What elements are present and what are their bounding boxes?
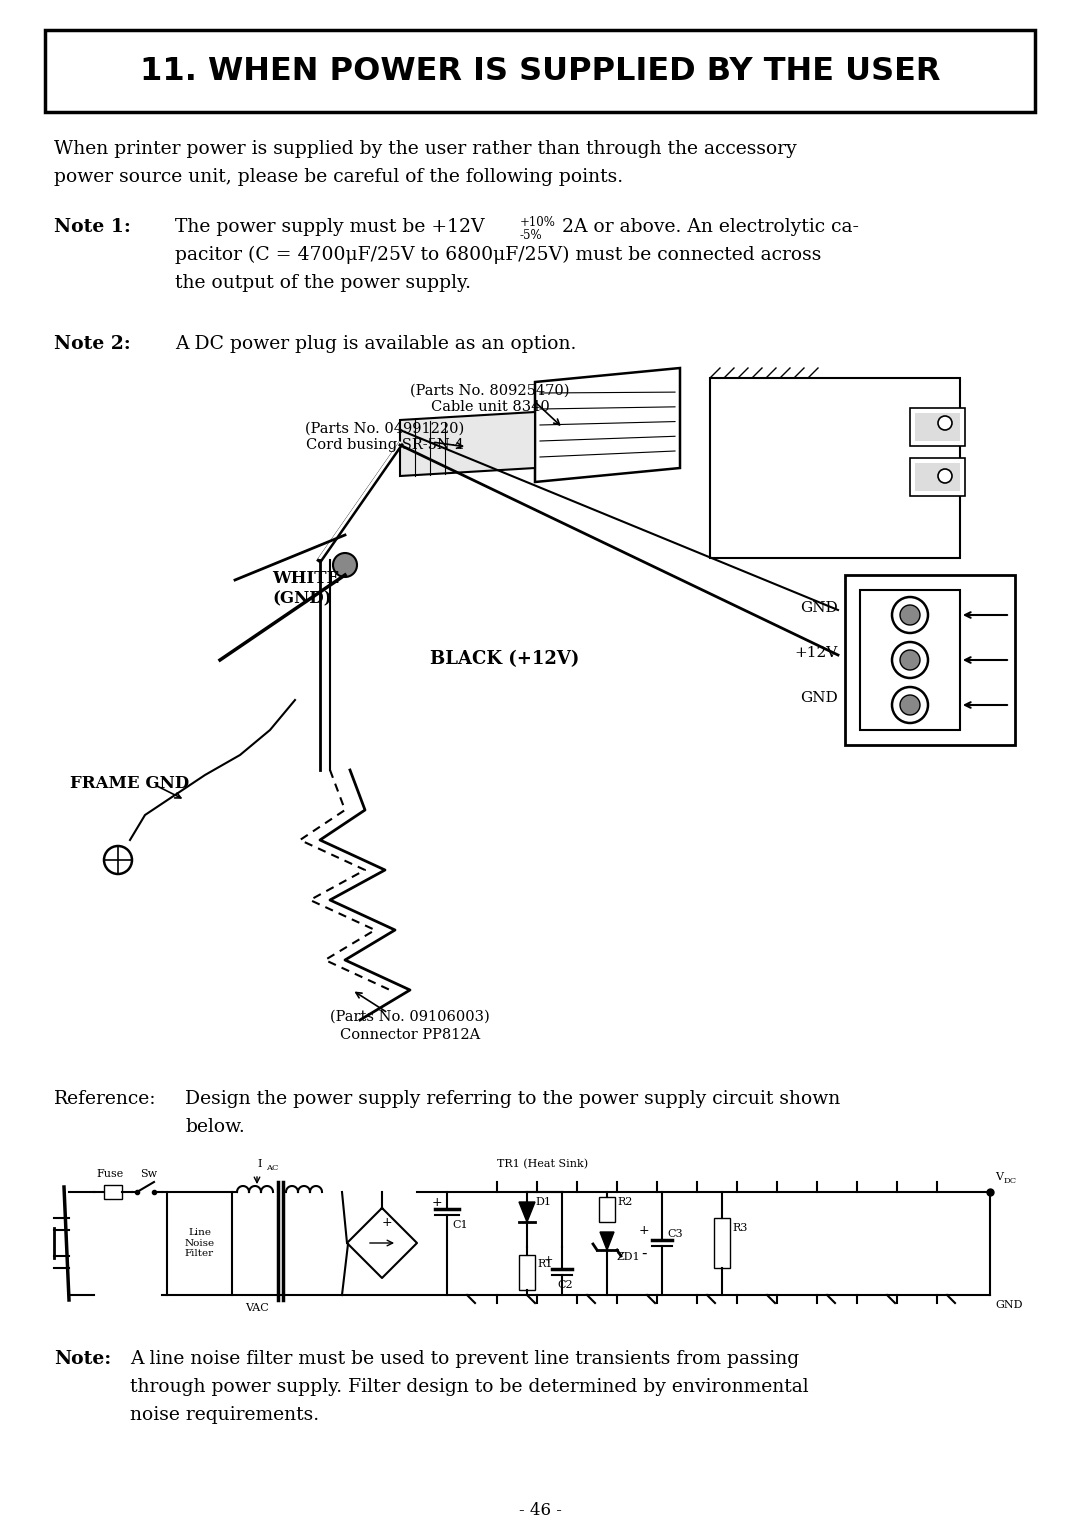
Text: (Parts No. 80925470): (Parts No. 80925470) [410, 384, 570, 398]
Text: -: - [642, 1246, 647, 1260]
Text: Line
Noise
Filter: Line Noise Filter [185, 1228, 215, 1258]
Text: C2: C2 [557, 1280, 572, 1290]
Text: D1: D1 [535, 1197, 551, 1206]
Text: (Parts No. 04991220): (Parts No. 04991220) [306, 422, 464, 436]
Text: C1: C1 [453, 1220, 468, 1229]
Text: TR1 (Heat Sink): TR1 (Heat Sink) [497, 1159, 589, 1170]
Bar [599, 1197, 615, 1222]
Text: Sw: Sw [140, 1170, 157, 1179]
Circle shape [900, 650, 920, 670]
Text: pacitor (C = 4700μF/25V to 6800μF/25V) must be connected across: pacitor (C = 4700μF/25V to 6800μF/25V) m… [175, 246, 822, 265]
Text: 11. WHEN POWER IS SUPPLIED BY THE USER: 11. WHEN POWER IS SUPPLIED BY THE USER [139, 55, 941, 87]
Circle shape [939, 469, 951, 483]
Text: through power supply. Filter design to be determined by environmental: through power supply. Filter design to b… [130, 1378, 809, 1396]
Text: the output of the power supply.: the output of the power supply. [175, 274, 471, 292]
Bar [910, 408, 966, 446]
Bar [910, 459, 966, 495]
Circle shape [892, 596, 928, 633]
Text: Note 2:: Note 2: [54, 335, 131, 353]
Text: C3: C3 [667, 1229, 683, 1238]
Text: Connector PP812A: Connector PP812A [340, 1027, 481, 1041]
Text: GND: GND [995, 1300, 1023, 1310]
Text: (Parts No. 09106003): (Parts No. 09106003) [330, 1011, 490, 1024]
Text: below.: below. [185, 1118, 245, 1136]
Circle shape [892, 642, 928, 677]
Polygon shape [519, 1202, 535, 1222]
Text: I: I [257, 1159, 261, 1170]
Circle shape [892, 687, 928, 723]
Text: The power supply must be +12V: The power supply must be +12V [175, 219, 485, 235]
Text: Note:: Note: [54, 1350, 111, 1368]
Text: AC: AC [266, 1164, 279, 1173]
Bar [915, 413, 960, 440]
Bar [845, 575, 1015, 745]
Text: FRAME GND: FRAME GND [70, 775, 189, 792]
Polygon shape [600, 1232, 615, 1251]
Bar [167, 1193, 232, 1295]
Text: ZD1: ZD1 [617, 1252, 640, 1261]
Text: R1: R1 [537, 1258, 552, 1269]
Text: R3: R3 [732, 1223, 747, 1232]
Text: GND: GND [800, 601, 838, 615]
Text: VAC: VAC [245, 1303, 269, 1313]
Text: - 46 -: - 46 - [518, 1501, 562, 1518]
Circle shape [104, 846, 132, 875]
Text: +: + [638, 1225, 649, 1237]
Text: Cord busing SR-5N-4: Cord busing SR-5N-4 [306, 437, 464, 453]
Text: noise requirements.: noise requirements. [130, 1407, 319, 1423]
Circle shape [900, 605, 920, 625]
Circle shape [900, 696, 920, 716]
Text: -5%: -5% [519, 229, 542, 242]
Text: Design the power supply referring to the power supply circuit shown: Design the power supply referring to the… [185, 1090, 840, 1109]
Text: V: V [995, 1173, 1003, 1182]
Text: +: + [431, 1196, 442, 1208]
Text: +: + [381, 1217, 392, 1229]
Bar [710, 378, 960, 558]
Text: DC: DC [1004, 1177, 1017, 1185]
Circle shape [939, 416, 951, 430]
Text: When printer power is supplied by the user rather than through the accessory: When printer power is supplied by the us… [54, 141, 797, 157]
Bar [104, 1185, 122, 1199]
Text: Fuse: Fuse [96, 1170, 123, 1179]
Text: power source unit, please be careful of the following points.: power source unit, please be careful of … [54, 168, 623, 187]
Text: Reference:: Reference: [54, 1090, 157, 1109]
Text: R2: R2 [617, 1197, 633, 1206]
Text: BLACK (+12V): BLACK (+12V) [430, 650, 579, 668]
Text: 2A or above. An electrolytic ca-: 2A or above. An electrolytic ca- [556, 219, 859, 235]
Text: +10%: +10% [519, 216, 556, 229]
Text: A DC power plug is available as an option.: A DC power plug is available as an optio… [175, 335, 577, 353]
Bar [519, 1255, 535, 1290]
Text: +: + [543, 1255, 553, 1264]
Text: A line noise filter must be used to prevent line transients from passing: A line noise filter must be used to prev… [130, 1350, 799, 1368]
Bar [45, 31, 1035, 112]
Text: Note 1:: Note 1: [54, 219, 131, 235]
Bar [860, 590, 960, 729]
Polygon shape [400, 411, 535, 476]
Text: Cable unit 8340: Cable unit 8340 [431, 401, 550, 414]
Text: WHITE: WHITE [272, 570, 339, 587]
Text: (GND): (GND) [272, 590, 332, 607]
Bar [714, 1219, 730, 1268]
Text: +12V: +12V [795, 645, 838, 661]
Polygon shape [535, 368, 680, 482]
Text: GND: GND [800, 691, 838, 705]
Bar [915, 463, 960, 491]
Circle shape [333, 553, 357, 576]
